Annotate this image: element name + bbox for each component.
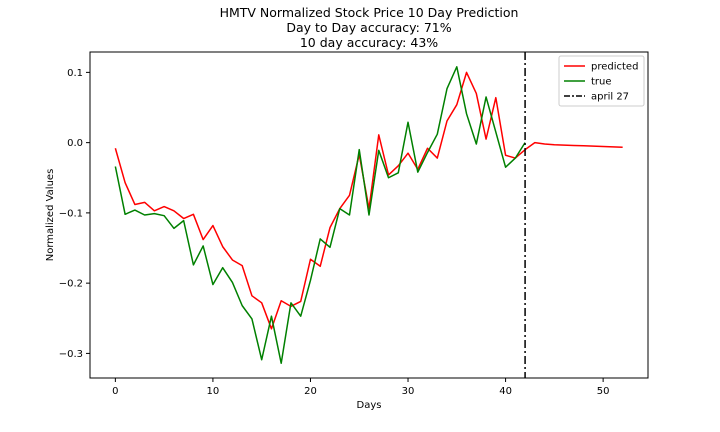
x-tick-label: 30	[402, 386, 415, 397]
series-line-true	[114, 66, 526, 364]
legend-box	[558, 55, 645, 107]
x-axis: 0 10 20 30 40 50	[112, 378, 609, 397]
y-axis-label: Normalized Values	[45, 169, 56, 262]
y-tick-label: −0.2	[59, 279, 83, 290]
title-line-1: Day to Day accuracy: 71%	[286, 20, 451, 35]
x-axis-label: Days	[357, 400, 382, 411]
title-line-2: 10 day accuracy: 43%	[300, 35, 438, 50]
legend-label-predicted: predicted	[591, 62, 638, 73]
y-tick-label: −0.1	[59, 208, 83, 219]
x-tick-label: 0	[112, 386, 118, 397]
series-line-predicted	[114, 71, 623, 330]
y-tick-label: 0.0	[67, 138, 83, 149]
chart-title: HMTV Normalized Stock Price 10 Day Predi…	[220, 5, 519, 50]
y-tick-label: −0.3	[59, 349, 83, 360]
series-group	[114, 66, 623, 364]
x-tick-label: 10	[207, 386, 220, 397]
plot-frame	[89, 51, 649, 379]
legend: predicted true april 27	[558, 55, 645, 107]
x-tick-label: 40	[499, 386, 512, 397]
legend-label-true: true	[591, 77, 612, 88]
x-tick-label: 50	[597, 386, 610, 397]
y-tick-label: 0.1	[67, 68, 83, 79]
y-axis: −0.3 −0.2 −0.1 0.0 0.1	[59, 68, 90, 360]
legend-label-april-27: april 27	[591, 92, 629, 103]
x-tick-label: 20	[304, 386, 317, 397]
title-line-0: HMTV Normalized Stock Price 10 Day Predi…	[220, 5, 519, 20]
